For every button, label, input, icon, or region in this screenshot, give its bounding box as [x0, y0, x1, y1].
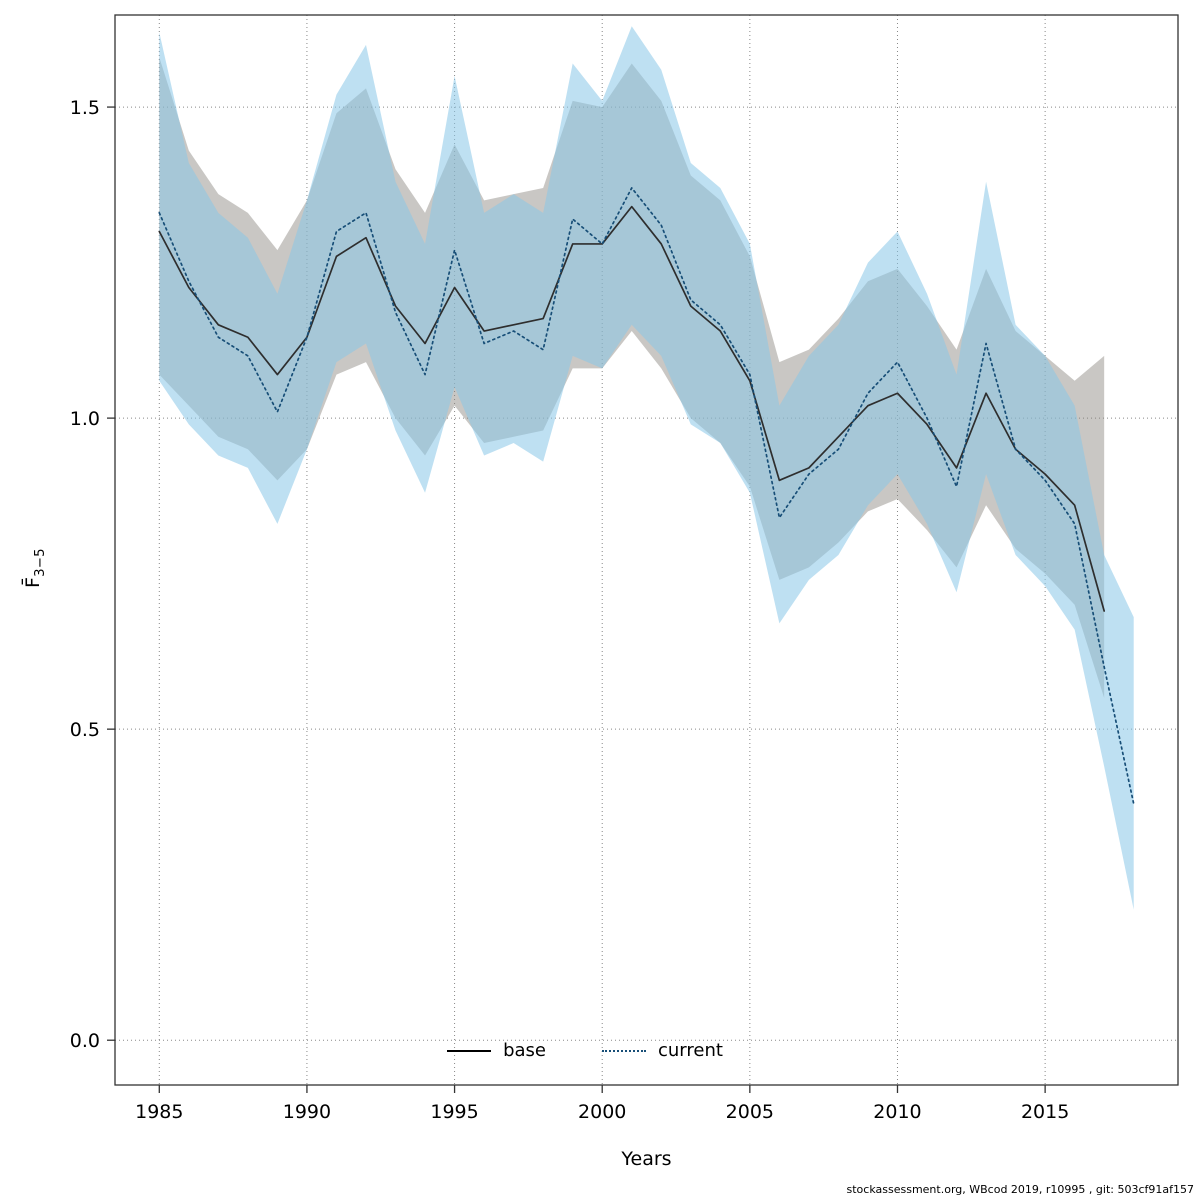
legend-item-current: current — [601, 1040, 723, 1061]
y-tick-label: 0.0 — [70, 1030, 100, 1052]
y-axis-label-main: F̄ — [22, 576, 44, 588]
x-tick-label: 1995 — [430, 1101, 478, 1123]
legend-label-current: current — [657, 1040, 723, 1061]
chart-legend: base current — [0, 1040, 1170, 1061]
y-tick-label: 1.5 — [70, 97, 100, 119]
footer-credit: stockassessment.org, WBcod 2019, r10995 … — [846, 1183, 1194, 1196]
x-tick-label: 2005 — [726, 1101, 774, 1123]
y-tick-label: 0.5 — [70, 719, 100, 741]
x-tick-label: 1990 — [283, 1101, 331, 1123]
legend-label-base: base — [503, 1040, 546, 1061]
x-tick-label: 2015 — [1021, 1101, 1069, 1123]
legend-swatch-base-line — [447, 1049, 492, 1052]
legend-item-base: base — [447, 1040, 546, 1061]
confidence-band-current — [159, 26, 1134, 910]
legend-swatch-current-line — [601, 1049, 646, 1052]
x-axis-label: Years — [621, 1148, 672, 1170]
y-tick-label: 1.0 — [70, 408, 100, 430]
x-tick-label: 2000 — [578, 1101, 626, 1123]
x-tick-label: 2010 — [873, 1101, 921, 1123]
series-line-current — [158, 187, 1135, 805]
y-axis-label: F̄3−5 — [22, 548, 48, 588]
series-line-base — [158, 205, 1106, 612]
y-axis-label-subscript: 3−5 — [32, 548, 48, 577]
x-tick-label: 1985 — [135, 1101, 183, 1123]
plot-border — [114, 14, 1179, 1086]
